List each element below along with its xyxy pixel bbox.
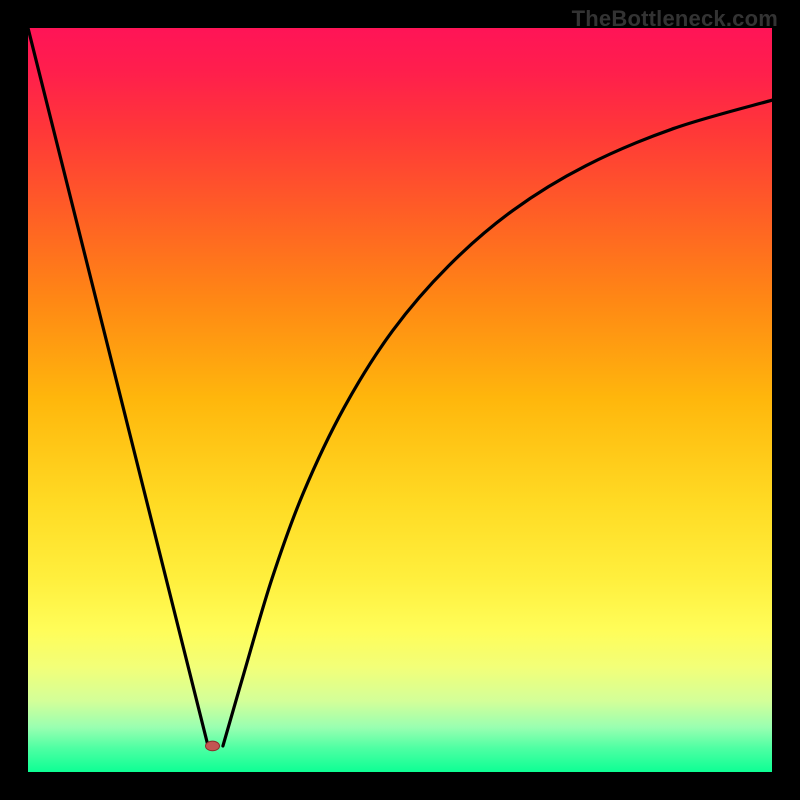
chart-container: { "watermark": { "text": "TheBottleneck.… [0, 0, 800, 800]
plot-area [28, 28, 772, 772]
curve-overlay [28, 28, 772, 772]
watermark-text: TheBottleneck.com [572, 6, 778, 32]
curve-right-segment [223, 100, 772, 746]
curve-left-segment [28, 28, 208, 746]
curve-min-marker [206, 741, 220, 751]
